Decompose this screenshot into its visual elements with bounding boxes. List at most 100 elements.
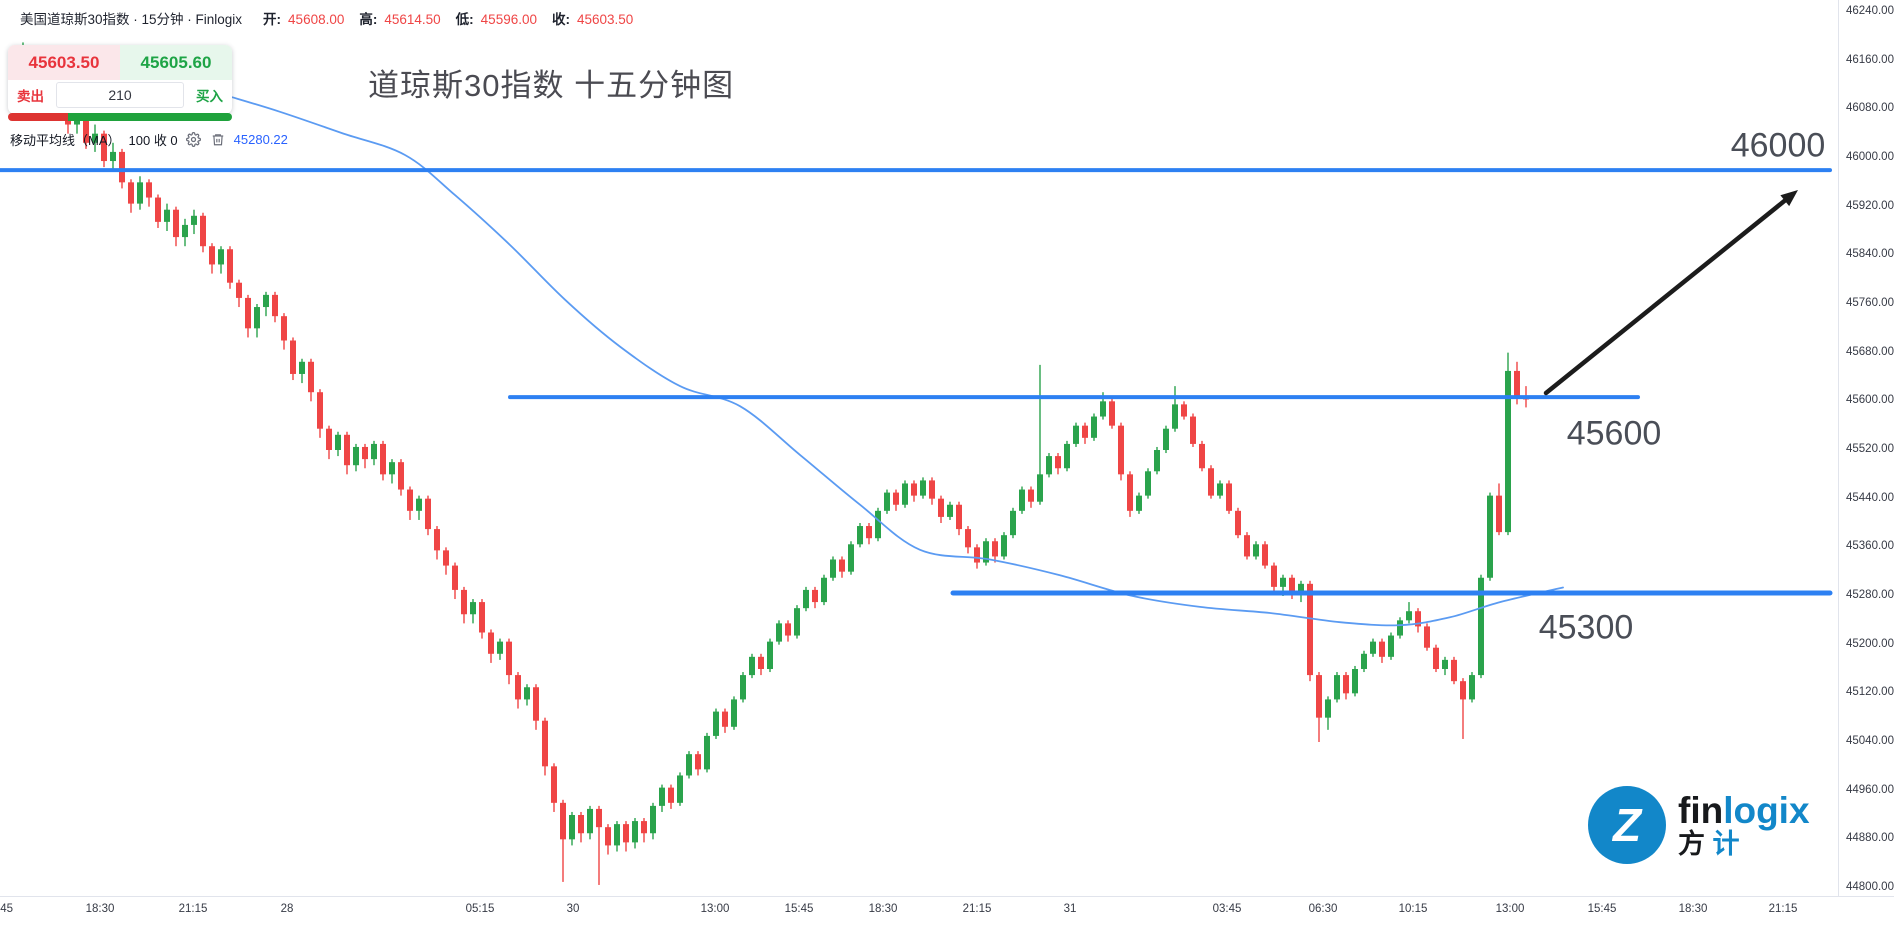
candle-body	[695, 754, 701, 770]
candle-body	[1073, 425, 1079, 444]
close-label: 收:	[551, 12, 570, 27]
candle-body	[137, 182, 143, 204]
candle-body	[1343, 675, 1349, 694]
price-tick-label: 46080.00	[1846, 102, 1894, 115]
candle-body	[1208, 468, 1214, 496]
price-tick-label: 45920.00	[1846, 199, 1894, 212]
candle-body	[425, 498, 431, 530]
buy-ratio-bar	[68, 113, 232, 121]
candle-body	[1478, 577, 1484, 676]
price-tick-label: 45680.00	[1846, 345, 1894, 358]
candle-body	[83, 115, 89, 143]
candle-body	[1487, 495, 1493, 578]
candle-body	[1037, 474, 1043, 502]
high-label: 高:	[359, 12, 378, 27]
candle-body	[1307, 583, 1313, 676]
candle-body	[173, 209, 179, 238]
time-tick-label: 30	[566, 903, 580, 915]
time-axis[interactable]: :45 18:30 21:15 28 05:15 30 13:00 15:45 18:30 21:…	[0, 896, 1894, 928]
level-label-45600: 45600	[1566, 414, 1662, 453]
candle-body	[1451, 659, 1457, 682]
candle-body	[191, 215, 197, 225]
gear-icon[interactable]	[186, 132, 202, 148]
candle-body	[479, 602, 485, 633]
time-tick-label: 18:30	[868, 903, 898, 915]
candle-body	[677, 775, 683, 803]
candle-body	[551, 766, 557, 803]
candle-body	[1379, 641, 1385, 657]
candle-body	[506, 641, 512, 676]
open-value: 45608.00	[288, 12, 345, 27]
candle-body	[218, 249, 224, 265]
buy-button[interactable]: 买入	[196, 89, 223, 104]
finlogix-watermark: Z finlogix 方 计	[1588, 786, 1810, 864]
price-tick-label: 45760.00	[1846, 297, 1894, 309]
candle-body	[155, 197, 161, 222]
candle-body	[1334, 675, 1340, 700]
time-tick-label: 15:45	[1587, 903, 1617, 915]
low-value: 45596.00	[480, 12, 537, 27]
candle-body	[1217, 483, 1223, 496]
candle-body	[578, 815, 584, 834]
time-tick-label: 18:30	[85, 903, 115, 915]
buy-price-button[interactable]: 45605.60	[120, 45, 232, 80]
sell-price-button[interactable]: 45603.50	[8, 45, 120, 80]
candle-body	[1100, 401, 1106, 417]
candle-body	[1235, 510, 1241, 536]
candle-body	[1118, 425, 1124, 475]
candle-body	[596, 808, 602, 828]
candle-body	[353, 446, 359, 466]
time-tick-label: 06:30	[1308, 903, 1338, 915]
candle-body	[749, 656, 755, 676]
candle-body	[308, 361, 314, 393]
time-tick-label: 13:00	[700, 903, 730, 915]
candle-body	[1505, 370, 1511, 533]
candle-body	[236, 282, 242, 298]
candle-body	[443, 550, 449, 566]
candle-body	[488, 632, 494, 654]
quantity-input[interactable]: 210	[56, 82, 184, 108]
candle-body	[290, 340, 296, 374]
candle-body	[1244, 535, 1250, 557]
candle-body	[1361, 653, 1367, 669]
buy-price: 45605.60	[140, 52, 212, 72]
trash-icon[interactable]	[210, 132, 226, 148]
candle-body	[272, 294, 278, 317]
time-tick-label: 18:30	[1678, 903, 1708, 915]
sell-button[interactable]: 卖出	[17, 89, 44, 104]
price-tick-label: 45360.00	[1846, 540, 1894, 553]
candle-body	[668, 787, 674, 803]
price-tick-label: 45520.00	[1846, 443, 1894, 455]
price-tick-label: 46000.00	[1846, 151, 1894, 163]
price-tick-label: 45120.00	[1846, 686, 1894, 699]
candle-body	[524, 687, 530, 700]
candle-body	[398, 462, 404, 490]
candle-body	[659, 787, 665, 806]
candle-body	[1262, 544, 1268, 566]
sell-ratio-bar	[8, 113, 69, 121]
candle-body	[101, 133, 107, 162]
time-tick-label: 21:15	[178, 903, 208, 915]
price-axis[interactable]: 46240.00 46160.00 46080.00 46000.00 45920.00…	[1838, 0, 1894, 896]
candle-body	[1172, 404, 1178, 429]
candle-body	[947, 504, 953, 517]
brand-name: finlogix	[1678, 790, 1810, 831]
candle-body	[893, 492, 899, 505]
candle-body	[623, 824, 629, 843]
logo-letter: Z	[1612, 799, 1642, 851]
time-tick-label: 15:45	[784, 903, 814, 915]
price-tick-label: 44800.00	[1846, 881, 1894, 893]
price-tick-label: 44960.00	[1846, 783, 1894, 796]
candle-body	[497, 641, 503, 654]
candle-body	[1145, 471, 1151, 496]
candle-body	[380, 443, 386, 475]
candle-body	[884, 492, 890, 511]
candle-body	[1514, 370, 1520, 399]
candle-body	[227, 249, 233, 283]
candle-body	[1460, 681, 1466, 700]
candle-body	[461, 589, 467, 615]
price-tick-label: 45040.00	[1846, 735, 1894, 747]
candle-body	[1010, 510, 1016, 536]
